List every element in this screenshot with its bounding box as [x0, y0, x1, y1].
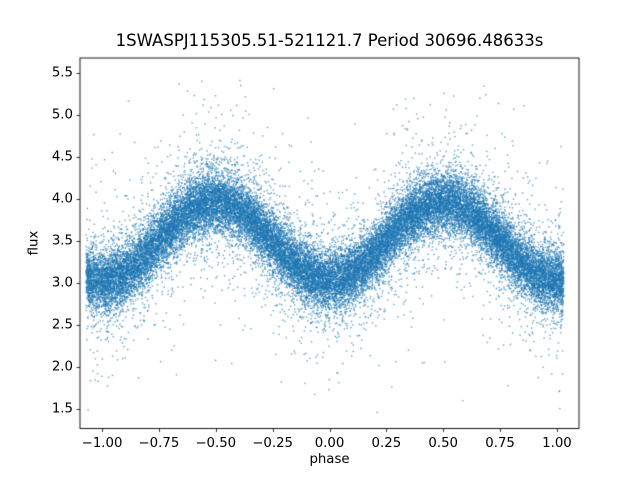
x-tick-label: 0.25 — [371, 435, 402, 451]
y-tick-label: 1.5 — [51, 401, 73, 417]
y-tick-label: 2.5 — [51, 317, 73, 333]
y-tick-label: 5.0 — [51, 107, 73, 123]
x-tick-label: 0.75 — [485, 435, 515, 451]
x-tick-label: 0.50 — [428, 435, 459, 451]
y-tick-label: 3.0 — [51, 275, 73, 291]
x-tick-label: −0.50 — [195, 435, 237, 451]
x-tick-label: 1.00 — [542, 435, 572, 451]
y-tick-label: 3.5 — [51, 233, 73, 249]
y-tick-label: 2.0 — [51, 359, 73, 375]
chart-title: 1SWASPJ115305.51-521121.7 Period 30696.4… — [115, 31, 544, 50]
y-tick-label: 5.5 — [51, 65, 73, 81]
y-axis-label: flux — [26, 230, 42, 256]
y-tick-label: 4.0 — [51, 191, 73, 207]
y-tick-label: 4.5 — [51, 149, 73, 165]
x-tick-label: −1.00 — [81, 435, 123, 451]
x-tick-label: −0.75 — [138, 435, 180, 451]
x-axis-label: phase — [309, 452, 350, 467]
x-tick-label: −0.25 — [252, 435, 293, 451]
x-tick-label: 0.00 — [314, 435, 345, 451]
